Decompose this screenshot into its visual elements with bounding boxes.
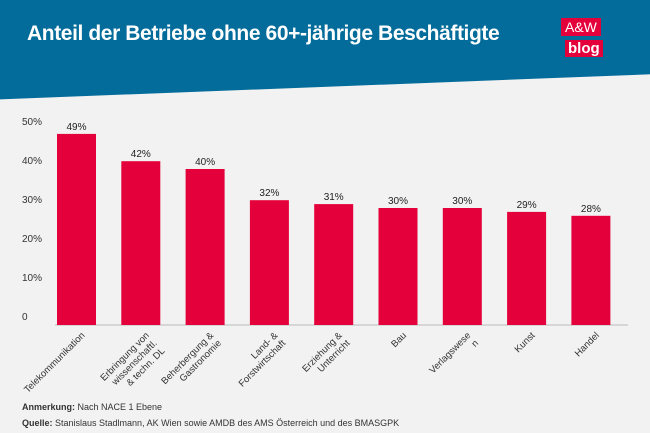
y-tick-label: 40% (22, 156, 42, 167)
x-tick-label: Handel (573, 330, 602, 359)
y-tick-label: 10% (22, 273, 42, 284)
remark: Anmerkung: Nach NACE 1 Ebene (22, 402, 162, 412)
y-tick-label: 50% (22, 117, 42, 128)
y-tick-label: 30% (22, 195, 42, 206)
data-label: 29% (517, 200, 537, 211)
x-tick-label: Land- &Forstwirtschaft (229, 330, 289, 390)
logo-top: A&W (561, 18, 601, 36)
bar (185, 169, 225, 325)
data-label: 30% (452, 196, 472, 207)
data-label: 32% (259, 188, 279, 199)
bar (507, 211, 547, 325)
source-text: Stanislaus Stadlmann, AK Wien sowie AMDB… (52, 418, 400, 428)
remark-label: Anmerkung: (22, 402, 76, 412)
x-tick-label: Erziehung &Unterricht (300, 330, 353, 383)
data-label: 28% (581, 204, 601, 215)
x-tick-label: Beherbergung &Gastronomie (159, 330, 224, 395)
aw-blog-logo: A&W blog (561, 18, 616, 66)
logo-bottom: blog (565, 40, 603, 57)
data-label: 31% (324, 192, 344, 203)
x-tick-label: Erbringung vonwissenschaftl.& techn. DL (98, 330, 167, 399)
data-label: 30% (388, 196, 408, 207)
x-tick-label: Kunst (513, 330, 538, 355)
bar (249, 200, 289, 325)
x-tick-label: Verlagswesen (427, 330, 481, 384)
x-tick-label: Telekommunikation (22, 330, 87, 395)
source: Quelle: Stanislaus Stadlmann, AK Wien so… (22, 418, 399, 428)
bar (571, 215, 611, 325)
data-label: 40% (195, 157, 215, 168)
bar (378, 208, 418, 325)
remark-text: Nach NACE 1 Ebene (75, 402, 163, 412)
bar (57, 133, 96, 325)
bar (314, 204, 354, 325)
y-tick-label: 0 (22, 312, 28, 323)
data-label: 42% (131, 149, 151, 160)
x-tick-label: Bau (389, 330, 409, 350)
data-label: 49% (66, 122, 86, 133)
y-tick-label: 20% (22, 234, 42, 245)
source-label: Quelle: (22, 418, 53, 428)
chart-title: Anteil der Betriebe ohne 60+-jährige Bes… (27, 22, 500, 45)
bar (121, 161, 161, 325)
bar (442, 208, 482, 325)
